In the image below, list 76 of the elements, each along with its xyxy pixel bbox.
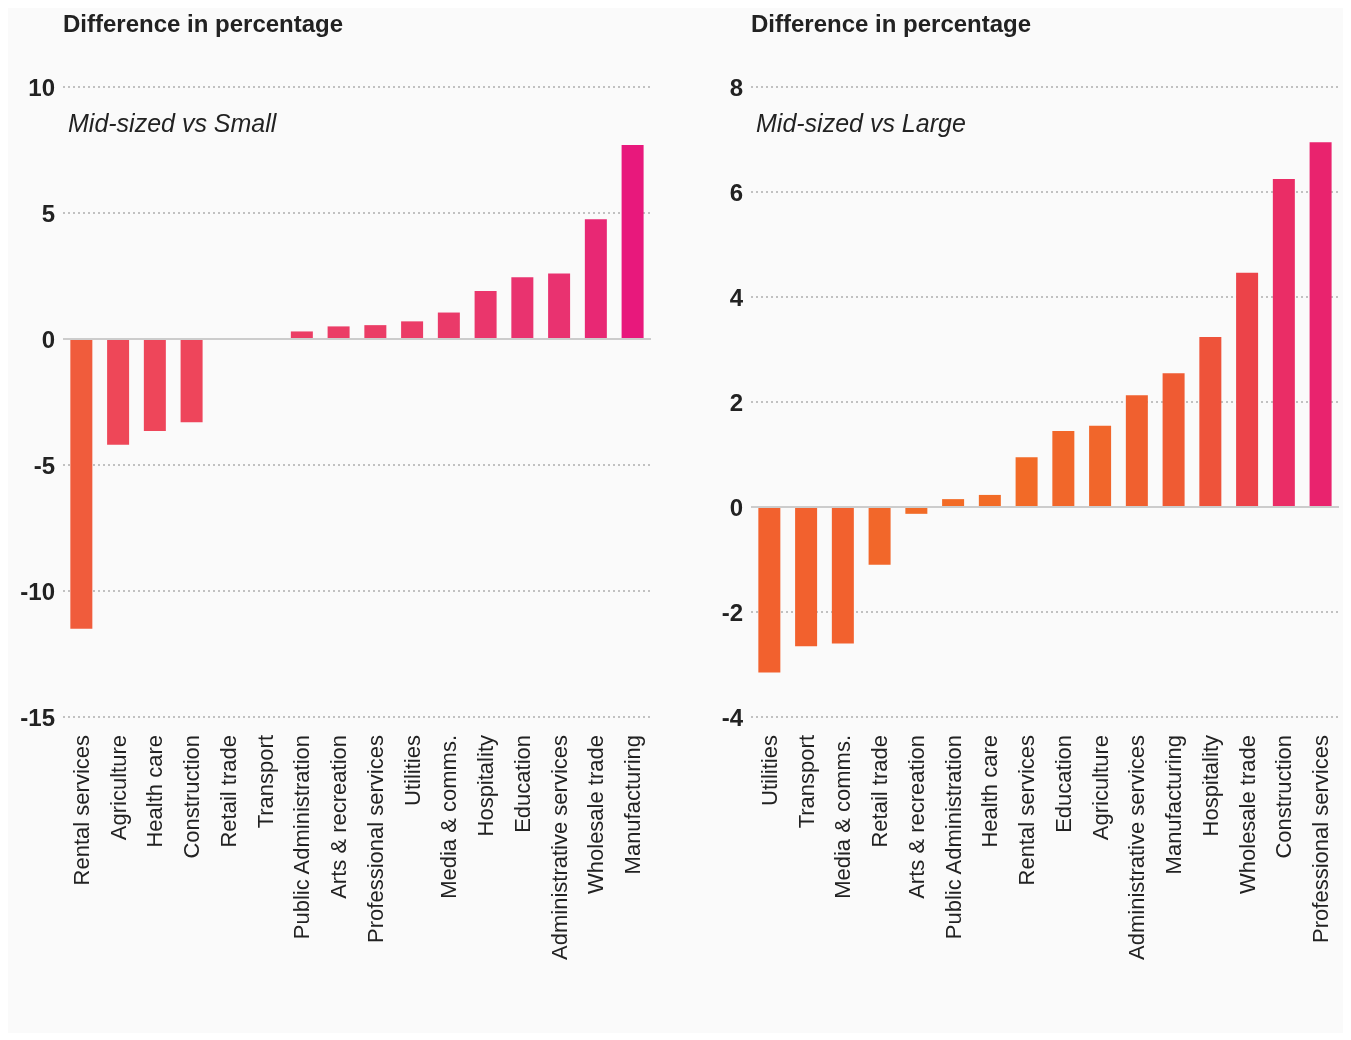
chart-title: Difference in percentage bbox=[63, 10, 344, 38]
y-tick-label: -15 bbox=[20, 703, 55, 731]
x-tick-label: Construction bbox=[1271, 735, 1297, 859]
bar bbox=[364, 325, 387, 339]
bar bbox=[1089, 425, 1112, 507]
x-tick-label: Hospitality bbox=[1197, 735, 1223, 837]
bar bbox=[584, 219, 607, 339]
y-tick-label: -5 bbox=[33, 451, 55, 479]
y-tick-label: -2 bbox=[721, 598, 743, 626]
text: Mid-sized vs Large bbox=[756, 109, 966, 138]
x-tick-label: Health care bbox=[142, 735, 168, 848]
bar bbox=[1015, 457, 1038, 507]
x-tick-label: Hospitality bbox=[473, 735, 499, 837]
x-tick-label: Retail trade bbox=[867, 735, 893, 848]
y-tick-label: -4 bbox=[721, 703, 744, 731]
x-tick-label: Media & comms. bbox=[830, 735, 856, 899]
x-tick-label: Media & comms. bbox=[436, 735, 462, 899]
x-tick-label: Professional services bbox=[362, 735, 388, 943]
y-tick-label: 2 bbox=[729, 388, 743, 416]
bar bbox=[401, 321, 424, 339]
bar bbox=[70, 339, 93, 629]
y-tick-label: 8 bbox=[729, 73, 743, 101]
chart-title: Difference in percentage bbox=[751, 10, 1032, 38]
x-tick-label: Education bbox=[509, 735, 535, 833]
bar bbox=[868, 507, 891, 565]
bar bbox=[1236, 272, 1259, 507]
bar bbox=[831, 507, 854, 644]
x-tick-label: Administrative services bbox=[1124, 735, 1150, 960]
bar bbox=[143, 339, 166, 431]
bar bbox=[1125, 395, 1148, 507]
y-tick-label: 4 bbox=[729, 283, 744, 311]
x-tick-label: Education bbox=[1050, 735, 1076, 833]
x-tick-label: Agriculture bbox=[105, 735, 131, 841]
bar bbox=[758, 507, 781, 673]
x-tick-label: Public Administration bbox=[289, 735, 315, 940]
y-tick-label: 0 bbox=[41, 325, 55, 353]
x-tick-label: Manufacturing bbox=[620, 735, 646, 875]
bar bbox=[1162, 373, 1185, 507]
y-tick-label: 0 bbox=[729, 493, 743, 521]
bar bbox=[511, 277, 534, 339]
x-tick-label: Wholesale trade bbox=[583, 735, 609, 894]
bar bbox=[1309, 142, 1332, 507]
x-tick-label: Arts & recreation bbox=[903, 735, 929, 899]
x-tick-label: Transport bbox=[252, 735, 278, 829]
bar bbox=[180, 339, 203, 423]
x-tick-label: Retail trade bbox=[215, 735, 241, 848]
x-tick-label: Utilities bbox=[399, 735, 425, 806]
x-tick-label: Rental services bbox=[68, 735, 94, 886]
bar bbox=[107, 339, 130, 445]
x-tick-label: Professional services bbox=[1308, 735, 1334, 943]
x-tick-label: Arts & recreation bbox=[326, 735, 352, 899]
bar bbox=[437, 312, 460, 339]
x-tick-label: Agriculture bbox=[1087, 735, 1113, 841]
bar bbox=[1272, 178, 1295, 507]
x-tick-label: Wholesale trade bbox=[1234, 735, 1260, 894]
bar bbox=[978, 494, 1001, 507]
x-tick-label: Transport bbox=[793, 735, 819, 829]
x-tick-label: Manufacturing bbox=[1161, 735, 1187, 875]
y-tick-label: -10 bbox=[20, 577, 55, 605]
x-tick-label: Construction bbox=[179, 735, 205, 859]
x-tick-label: Public Administration bbox=[940, 735, 966, 940]
x-tick-label: Utilities bbox=[756, 735, 782, 806]
bar bbox=[474, 291, 497, 339]
y-tick-label: 5 bbox=[41, 199, 55, 227]
bar bbox=[1199, 336, 1222, 507]
x-tick-label: Health care bbox=[977, 735, 1003, 848]
y-tick-label: 10 bbox=[28, 73, 55, 101]
bar bbox=[1052, 430, 1075, 507]
bar bbox=[795, 507, 818, 647]
bar bbox=[621, 144, 644, 339]
x-tick-label: Rental services bbox=[1014, 735, 1040, 886]
text: Mid-sized vs Small bbox=[68, 109, 277, 138]
bar bbox=[327, 326, 350, 339]
y-tick-label: 6 bbox=[729, 178, 743, 206]
bar bbox=[548, 273, 571, 339]
x-tick-label: Administrative services bbox=[546, 735, 572, 960]
